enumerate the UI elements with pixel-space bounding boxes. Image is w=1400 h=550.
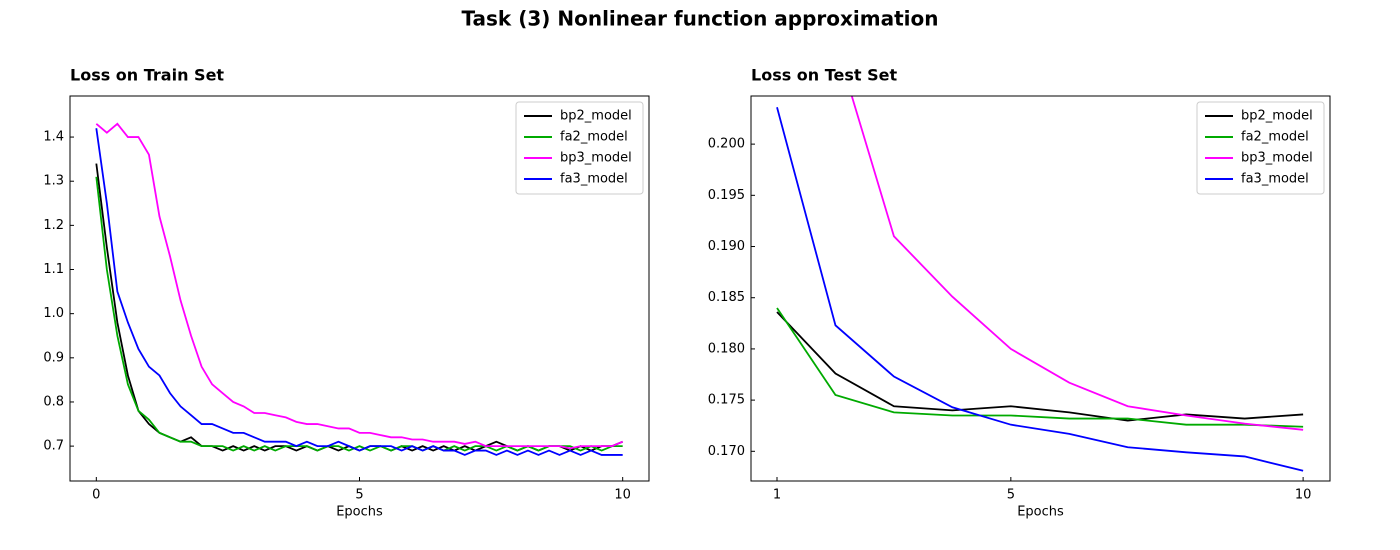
y-tick-label: 0.9 [43, 350, 64, 365]
legend-label: bp2_model [560, 109, 632, 124]
legend-label: bp3_model [560, 151, 632, 166]
y-tick-label: 0.200 [708, 137, 745, 152]
legend-label: bp3_model [1241, 151, 1313, 166]
subplot-title: Loss on Train Set [70, 66, 224, 85]
legend-label: fa3_model [560, 172, 628, 187]
x-tick-label: 5 [1007, 488, 1015, 503]
subplot: Loss on Train Set Epochs 0 5 10 0.7 0.8 0.9 1.0 1… [43, 66, 650, 520]
plot-frame [69, 95, 650, 482]
y-tick-label: 0.8 [43, 394, 64, 409]
series-line [95, 122, 624, 450]
y-tick-label: 0.180 [708, 341, 745, 356]
y-tick-label: 1.0 [43, 306, 64, 321]
x-tick-label: 10 [1295, 488, 1312, 503]
legend-box [515, 101, 644, 195]
y-tick-label: 0.195 [708, 188, 745, 203]
figure-title: Task (3) Nonlinear function approximatio… [461, 7, 938, 31]
y-tick-label: 0.175 [708, 393, 745, 408]
x-tick-label: 5 [355, 488, 363, 503]
series-line [95, 163, 624, 452]
subplot-title: Loss on Test Set [751, 66, 898, 85]
y-tick-label: 0.170 [708, 444, 745, 459]
legend: bp2_model fa2_model bp3_model fa3_model [1196, 101, 1325, 195]
y-tick-label: 0.7 [43, 439, 64, 454]
series-line [776, 311, 1304, 422]
y-tick-label: 1.2 [43, 218, 64, 233]
x-axis-label: Epochs [336, 505, 383, 520]
x-tick-label: 1 [773, 488, 781, 503]
series-line [95, 176, 623, 452]
y-tick-label: 1.1 [43, 262, 64, 277]
series-line [95, 128, 623, 456]
legend-label: fa3_model [1241, 172, 1309, 187]
series-line [850, 96, 1304, 431]
plot-frame [750, 95, 1331, 482]
subplot: Loss on Test Set Epochs 1 5 10 0.170 0.175 0.18… [708, 66, 1331, 520]
legend-box [1196, 101, 1325, 195]
series-line [776, 107, 1304, 472]
y-tick-label: 1.3 [43, 174, 64, 189]
y-tick-label: 0.190 [708, 239, 745, 254]
x-tick-label: 0 [92, 488, 100, 503]
legend: bp2_model fa2_model bp3_model fa3_model [515, 101, 644, 195]
y-tick-label: 1.4 [43, 130, 64, 145]
legend-label: fa2_model [560, 130, 628, 145]
legend-label: fa2_model [1241, 130, 1309, 145]
series-line [776, 307, 1304, 428]
x-axis-label: Epochs [1017, 505, 1064, 520]
legend-label: bp2_model [1241, 109, 1313, 124]
x-tick-label: 10 [614, 488, 631, 503]
y-tick-label: 0.185 [708, 290, 745, 305]
